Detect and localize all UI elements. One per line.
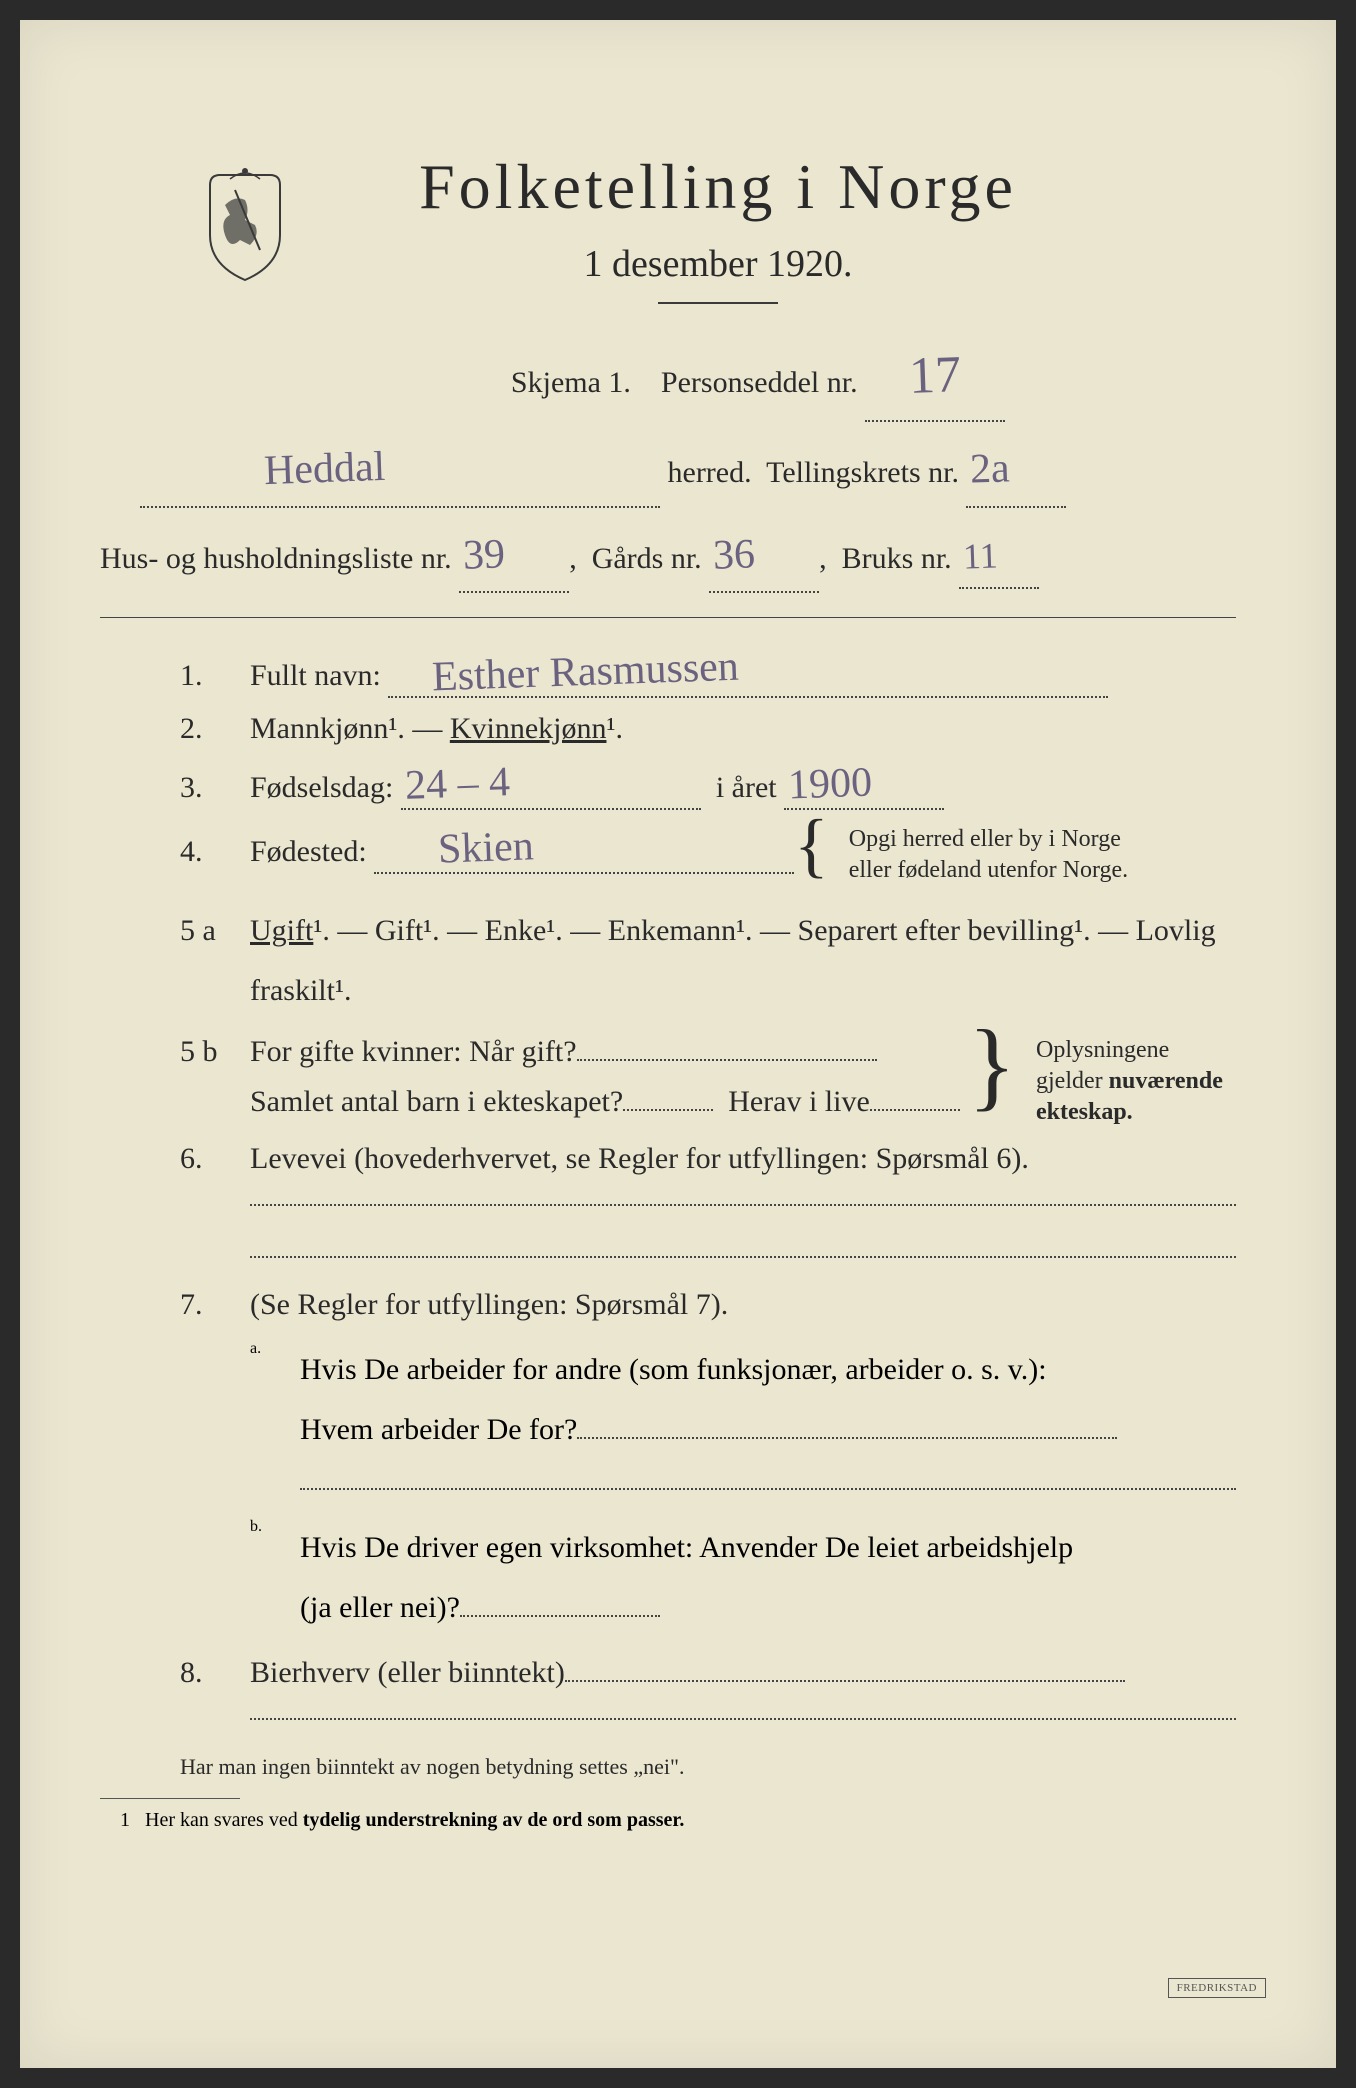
q5b-line2b: Herav i live bbox=[728, 1085, 870, 1118]
q8-num: 8. bbox=[180, 1656, 250, 1690]
q1-row: 1. Fullt navn: Esther Rasmussen bbox=[180, 648, 1236, 698]
q2-text: Mannkjønn¹. — Kvinnekjønn¹. bbox=[250, 712, 623, 745]
q7b-line2: (ja eller nei)? bbox=[300, 1591, 460, 1624]
q1-value: Esther Rasmussen bbox=[432, 643, 740, 702]
brace-icon-2: } bbox=[968, 1035, 1016, 1129]
gards-label: Gårds nr. bbox=[592, 542, 702, 575]
q7-row: 7. (Se Regler for utfyllingen: Spørsmål … bbox=[180, 1288, 1236, 1322]
q4-label: Fødested: bbox=[250, 835, 367, 868]
herred-label: herred. bbox=[668, 456, 752, 489]
footnote-2: 1 Her kan svares ved tydelig understrekn… bbox=[120, 1809, 1236, 1832]
q7-intro: (Se Regler for utfyllingen: Spørsmål 7). bbox=[250, 1288, 1236, 1322]
tellingskrets-nr: 2a bbox=[969, 434, 1011, 507]
q3-day: 24 – 4 bbox=[404, 758, 511, 810]
brace-icon: { bbox=[794, 824, 829, 867]
q4-num: 4. bbox=[180, 835, 250, 869]
q7a-letter: a. bbox=[250, 1340, 300, 1460]
skjema-label: Skjema 1. bbox=[511, 366, 631, 399]
q5a-num: 5 a bbox=[180, 914, 250, 948]
q4-note: Opgi herred eller by i Norge eller fødel… bbox=[849, 824, 1129, 886]
q3-year-label: i året bbox=[716, 771, 777, 804]
printer-stamp: FREDRIKSTAD bbox=[1168, 1978, 1266, 1998]
q6-text: Levevei (hovederhvervet, se Regler for u… bbox=[250, 1142, 1236, 1176]
q7b-letter: b. bbox=[250, 1518, 300, 1638]
q3-label: Fødselsdag: bbox=[250, 771, 393, 804]
q5a-row: 5 a Ugift¹. — Gift¹. — Enke¹. — Enkemann… bbox=[180, 901, 1236, 1021]
q7a: a. Hvis De arbeider for andre (som funks… bbox=[250, 1340, 1236, 1460]
q2-row: 2. Mannkjønn¹. — Kvinnekjønn¹. bbox=[180, 712, 1236, 746]
skjema-line: Skjema 1. Personseddel nr. 17 bbox=[280, 332, 1236, 422]
q5b-num: 5 b bbox=[180, 1035, 250, 1069]
census-form-page: Folketelling i Norge 1 desember 1920. Sk… bbox=[20, 20, 1336, 2068]
husholdning-nr: 39 bbox=[462, 519, 506, 592]
q5b-line1: For gifte kvinner: Når gift? bbox=[250, 1035, 577, 1068]
q7a-line1: Hvis De arbeider for andre (som funksjon… bbox=[300, 1340, 1236, 1400]
q3-row: 3. Fødselsdag: 24 – 4 i året 1900 bbox=[180, 760, 1236, 810]
q7-num: 7. bbox=[180, 1288, 250, 1322]
q5a-text: Ugift¹. — Gift¹. — Enke¹. — Enkemann¹. —… bbox=[250, 914, 1216, 1007]
footnote-1: Har man ingen biinntekt av nogen betydni… bbox=[180, 1748, 1236, 1780]
norwegian-coat-of-arms bbox=[200, 165, 290, 285]
q6-num: 6. bbox=[180, 1142, 250, 1176]
q1-num: 1. bbox=[180, 659, 250, 693]
q4-value: Skien bbox=[437, 823, 534, 874]
herred-line: Heddal herred. Tellingskrets nr. 2a bbox=[140, 434, 1236, 507]
bruks-nr: 11 bbox=[962, 525, 999, 587]
form-header: Folketelling i Norge 1 desember 1920. bbox=[200, 150, 1236, 304]
tellingskrets-label: Tellingskrets nr. bbox=[766, 456, 959, 489]
q7-sub: a. Hvis De arbeider for andre (som funks… bbox=[250, 1340, 1236, 1638]
q5b-row: 5 b For gifte kvinner: Når gift? Samlet … bbox=[180, 1035, 1236, 1129]
q3-num: 3. bbox=[180, 771, 250, 805]
gards-nr: 36 bbox=[712, 519, 756, 592]
q4-row: 4. Fødested: Skien { Opgi herred eller b… bbox=[180, 824, 1236, 886]
q8-row: 8. Bierhverv (eller biinntekt) bbox=[180, 1656, 1236, 1690]
form-body: 1. Fullt navn: Esther Rasmussen 2. Mannk… bbox=[140, 648, 1236, 1780]
q7a-line2: Hvem arbeider De for? bbox=[300, 1413, 577, 1446]
section-divider bbox=[100, 617, 1236, 618]
blank-line-4 bbox=[250, 1718, 1236, 1720]
form-date: 1 desember 1920. bbox=[200, 242, 1236, 286]
q2-num: 2. bbox=[180, 712, 250, 746]
footnote-rule bbox=[100, 1798, 240, 1799]
q7b-line1: Hvis De driver egen virksomhet: Anvender… bbox=[300, 1518, 1236, 1578]
herred-name: Heddal bbox=[263, 432, 387, 508]
liste-line: Hus- og husholdningsliste nr. 39, Gårds … bbox=[100, 520, 1236, 593]
footnote-num: 1 bbox=[120, 1809, 130, 1831]
q5b-note: Oplysningene gjelder nuværende ekteskap. bbox=[1036, 1035, 1236, 1129]
blank-line-1 bbox=[250, 1204, 1236, 1206]
q3-year: 1900 bbox=[787, 759, 873, 810]
personseddel-nr: 17 bbox=[908, 331, 963, 421]
q6-row: 6. Levevei (hovederhvervet, se Regler fo… bbox=[180, 1142, 1236, 1176]
footnote-text: Her kan svares ved tydelig understreknin… bbox=[145, 1809, 684, 1831]
q7b: b. Hvis De driver egen virksomhet: Anven… bbox=[250, 1518, 1236, 1638]
q1-label: Fullt navn: bbox=[250, 659, 381, 692]
blank-line-2 bbox=[250, 1256, 1236, 1258]
personseddel-label: Personseddel nr. bbox=[661, 366, 858, 399]
blank-line-3 bbox=[300, 1488, 1236, 1490]
divider bbox=[658, 302, 778, 304]
bruks-label: Bruks nr. bbox=[842, 542, 952, 575]
q5b-line2a: Samlet antal barn i ekteskapet? bbox=[250, 1085, 623, 1118]
q8-label: Bierhverv (eller biinntekt) bbox=[250, 1656, 565, 1689]
husholdning-label: Hus- og husholdningsliste nr. bbox=[100, 542, 452, 575]
form-title: Folketelling i Norge bbox=[200, 150, 1236, 224]
